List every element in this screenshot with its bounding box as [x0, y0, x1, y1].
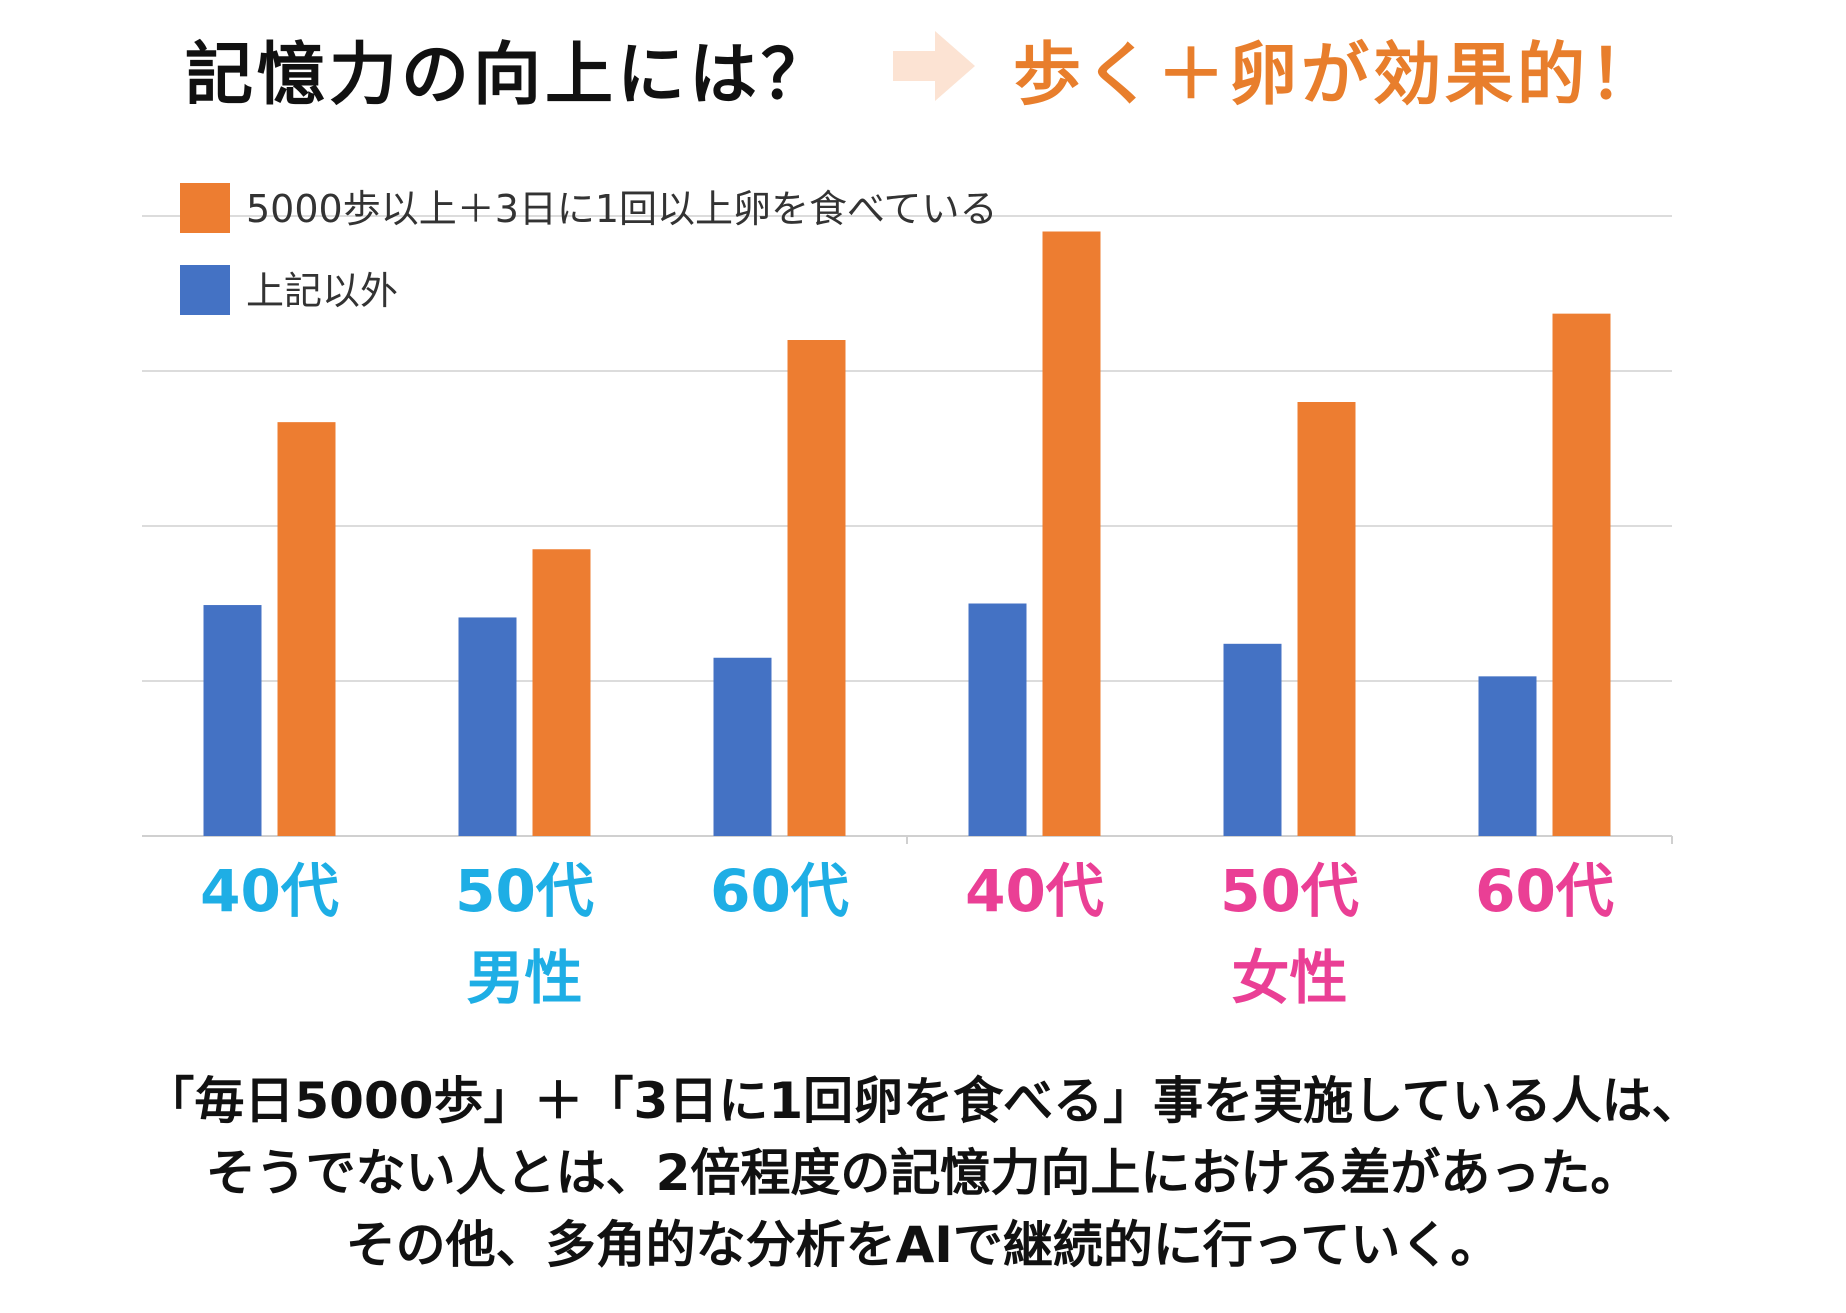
legend-swatch-2 — [180, 265, 230, 315]
bar-walk-egg-5 — [1297, 402, 1356, 836]
conclusion-text: 「毎日5000歩」＋「3日に1回卵を食べる」事を実施している人は、 そうでない人… — [0, 1065, 1846, 1281]
bar-other-2 — [458, 617, 517, 836]
conclusion-line-1: 「毎日5000歩」＋「3日に1回卵を食べる」事を実施している人は、 — [144, 1072, 1702, 1130]
bar-walk-egg-2 — [532, 549, 591, 836]
bar-other-1 — [203, 605, 262, 836]
headline-answer: 歩く＋卵が効果的！ — [1013, 35, 1662, 115]
bar-walk-egg-4 — [1042, 231, 1101, 836]
bar-other-4 — [968, 603, 1027, 836]
conclusion-line-2: そうでない人とは、2倍程度の記憶力向上における差があった。 — [205, 1144, 1641, 1202]
category-label-5: 50代 — [1220, 857, 1359, 925]
legend-label-1: 5000歩以上＋3日に1回以上卵を食べている — [246, 187, 998, 231]
group-label-1: 男性 — [466, 944, 582, 1012]
category-label-6: 60代 — [1475, 857, 1614, 925]
right-arrow-icon — [893, 31, 975, 105]
legend-swatch-1 — [180, 183, 230, 233]
headline: 記憶力の向上には？ 歩く＋卵が効果的！ — [0, 18, 1846, 118]
headline-question: 記憶力の向上には？ — [184, 35, 833, 115]
bar-walk-egg-1 — [277, 422, 336, 836]
legend-label-2: 上記以外 — [246, 269, 398, 313]
bar-other-6 — [1478, 676, 1537, 836]
conclusion-line-3: その他、多角的な分析をAIで継続的に行っていく。 — [345, 1216, 1501, 1274]
bar-other-3 — [713, 657, 772, 836]
bar-other-5 — [1223, 643, 1282, 836]
category-label-3: 60代 — [710, 857, 849, 925]
bar-walk-egg-6 — [1552, 313, 1611, 836]
group-label-2: 女性 — [1231, 944, 1347, 1012]
category-label-4: 40代 — [965, 857, 1104, 925]
category-label-1: 40代 — [200, 857, 339, 925]
category-label-2: 50代 — [455, 857, 594, 925]
chart-gridlines — [142, 215, 1673, 844]
chart-bars — [203, 231, 1611, 836]
bar-walk-egg-3 — [787, 340, 846, 836]
